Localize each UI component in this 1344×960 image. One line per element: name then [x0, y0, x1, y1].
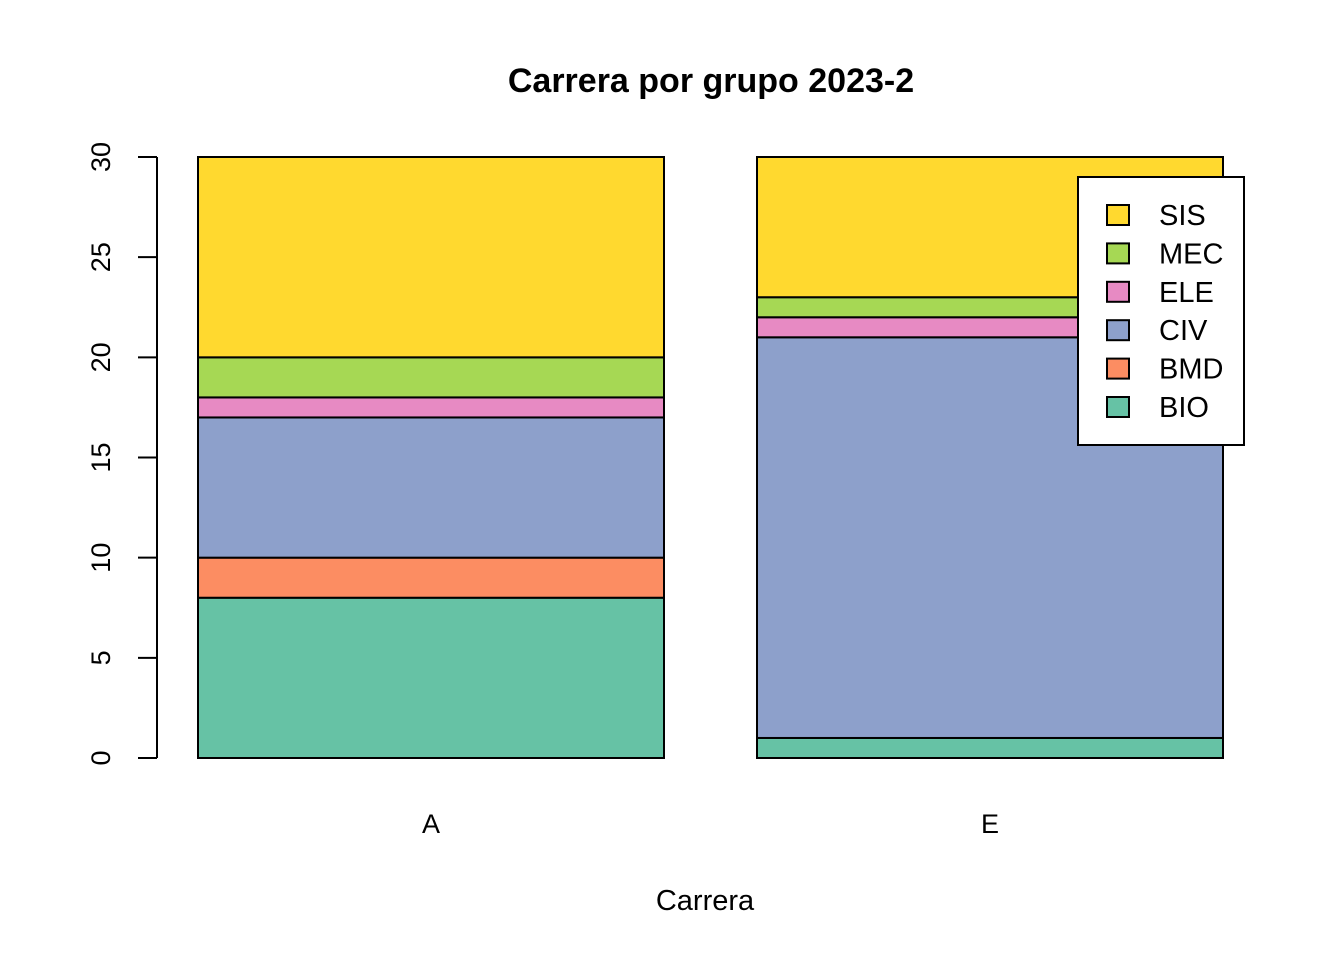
- y-tick-label-10: 10: [86, 543, 116, 573]
- bar-segment-a-ele: [197, 396, 665, 419]
- x-tick-label-a: A: [422, 809, 440, 839]
- legend-swatch-bio: [1106, 396, 1130, 418]
- bar-segment-a-bio: [197, 596, 665, 759]
- bars-group: [197, 156, 1224, 760]
- legend-box: [1077, 176, 1245, 446]
- x-tick-label-e: E: [981, 809, 999, 839]
- legend-label-ele: ELE: [1159, 277, 1214, 309]
- legend-swatch-ele: [1106, 280, 1130, 303]
- legend-label-bmd: BMD: [1159, 354, 1223, 386]
- legend: SIS MEC ELE CIV BMD BIO: [1077, 176, 1245, 446]
- y-tick-label-5: 5: [86, 650, 116, 665]
- legend-label-bio: BIO: [1159, 392, 1209, 424]
- chart-title: Carrera por grupo 2023-2: [508, 62, 914, 100]
- bar-segment-a-civ: [197, 416, 665, 559]
- legend-swatch-bmd: [1106, 357, 1130, 380]
- y-tick-label-0: 0: [86, 750, 116, 765]
- bar-segment-a-sis: [197, 156, 665, 359]
- legend-label-sis: SIS: [1159, 200, 1206, 232]
- legend-label-civ: CIV: [1159, 315, 1208, 347]
- bar-segment-e-bio: [756, 736, 1224, 760]
- x-axis-label: Carrera: [656, 885, 755, 917]
- legend-label-mec: MEC: [1159, 238, 1223, 270]
- bar-segment-a-bmd: [197, 556, 665, 599]
- legend-swatch-civ: [1106, 319, 1130, 342]
- y-tick-label-25: 25: [86, 242, 116, 272]
- legend-swatch-sis: [1106, 204, 1130, 226]
- y-tick-label-30: 30: [86, 142, 116, 172]
- y-tick-label-20: 20: [86, 342, 116, 372]
- y-axis: 0 5 10 15 20 25 30: [86, 142, 158, 766]
- y-tick-label-15: 15: [86, 442, 116, 472]
- bar-segment-a-mec: [197, 356, 665, 399]
- legend-swatch-mec: [1106, 242, 1130, 265]
